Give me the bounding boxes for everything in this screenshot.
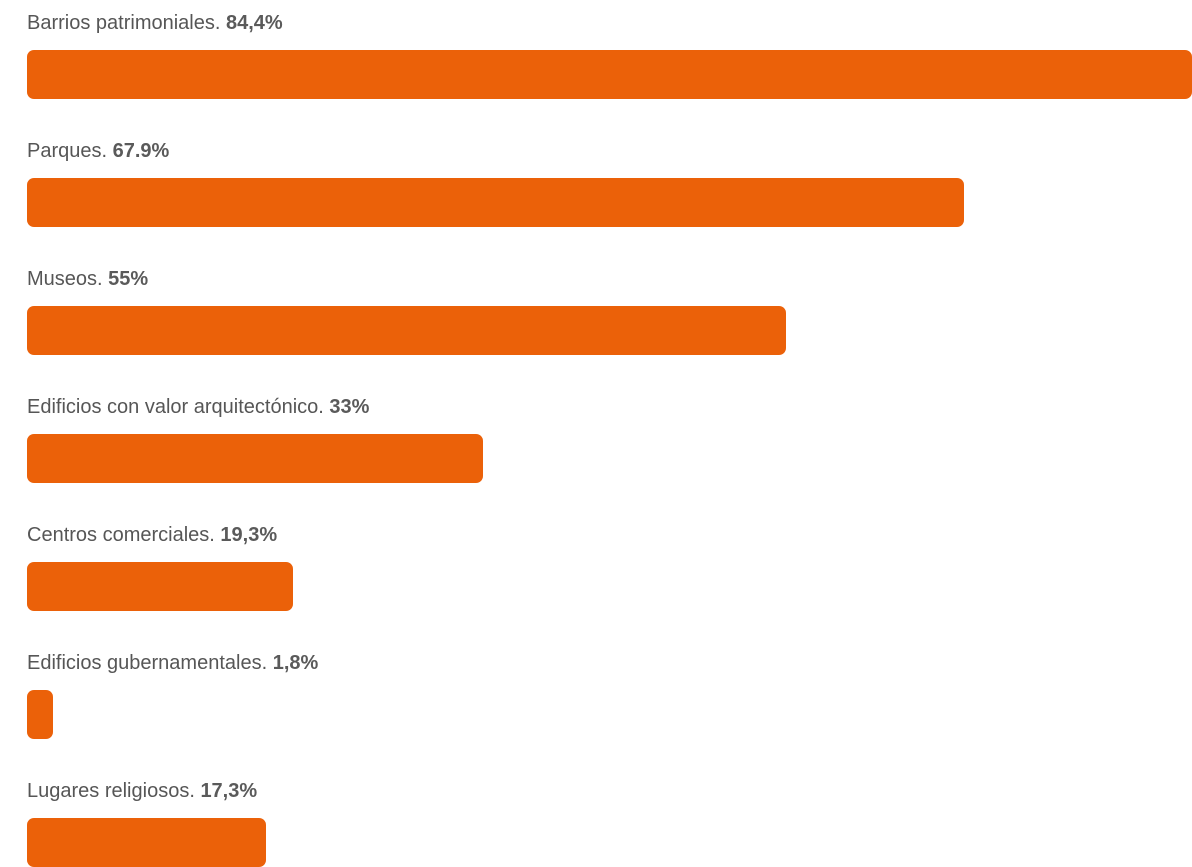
bar (27, 434, 483, 483)
bar-label: Edificios con valor arquitectónico. 33% (27, 394, 369, 420)
data-label: 67.9% (112, 140, 170, 162)
data-label: 33% (329, 396, 370, 418)
bar-label: Centros comerciales. 19,3% (27, 522, 277, 548)
bar (27, 306, 787, 355)
data-label: 17,3% (200, 780, 258, 802)
bar (27, 178, 965, 227)
data-label: 1,8% (272, 652, 319, 674)
bar (27, 818, 266, 867)
data-label: 55% (108, 268, 149, 290)
bar-label: Museos. 55% (27, 266, 148, 292)
data-label: 19,3% (220, 524, 278, 546)
category-label: Edificios gubernamentales. (27, 652, 268, 674)
bar (27, 690, 53, 739)
category-label: Parques. (27, 140, 108, 162)
bar (27, 562, 294, 611)
bar-label: Edificios gubernamentales. 1,8% (27, 650, 318, 676)
data-label: 84,4% (225, 12, 283, 34)
category-label: Centros comerciales. (27, 524, 215, 546)
bar (27, 50, 1192, 99)
category-label: Barrios patrimoniales. (27, 12, 221, 34)
bar-label: Barrios patrimoniales. 84,4% (27, 10, 283, 36)
category-label: Museos. (27, 268, 103, 290)
bar-label: Lugares religiosos. 17,3% (27, 778, 257, 804)
category-label: Edificios con valor arquitectónico. (27, 396, 324, 418)
category-label: Lugares religiosos. (27, 780, 195, 802)
bar-label: Parques. 67.9% (27, 138, 169, 164)
